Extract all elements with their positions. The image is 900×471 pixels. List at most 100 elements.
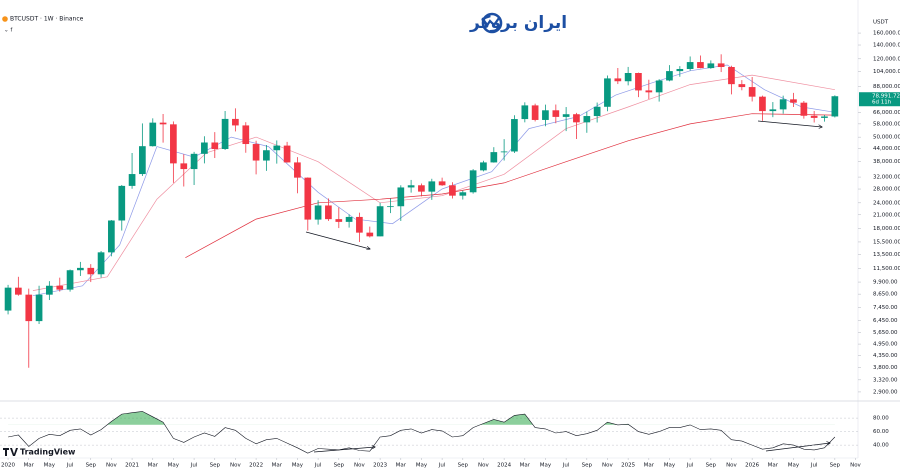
divergence-line <box>313 447 375 453</box>
x-tick-label: Jul <box>314 463 322 469</box>
candle-body <box>449 185 456 196</box>
y-tick-label: 7,450.00 <box>873 305 898 311</box>
candle-body <box>4 287 12 311</box>
candle-body <box>304 177 312 220</box>
y-tick-label: 21,000.00 <box>873 212 900 218</box>
y-tick-label: 50,000.00 <box>873 135 900 141</box>
x-tick-label: Nov <box>726 463 737 469</box>
rsi-line <box>8 411 836 454</box>
candle-body <box>252 144 260 161</box>
candle-body <box>149 122 157 147</box>
y-tick-label: 58,000.00 <box>873 121 900 127</box>
candle-body <box>800 102 808 116</box>
candle-body <box>283 145 291 163</box>
candle-body <box>345 216 353 222</box>
y-tick-label: 66,000.00 <box>873 110 900 116</box>
candle-body <box>97 252 105 275</box>
candle-body <box>159 122 167 125</box>
candle-body <box>66 270 74 290</box>
y-tick-label: 15,500.00 <box>873 239 900 245</box>
candle-body <box>624 73 632 82</box>
candle-body <box>748 87 756 97</box>
candle-body <box>128 174 136 186</box>
divergence-line <box>757 120 822 127</box>
x-tick-label: Nov <box>478 463 489 469</box>
candle-body <box>438 181 446 186</box>
candle-body <box>263 150 270 161</box>
x-tick-label: Jul <box>66 463 74 469</box>
rsi-tick-label: 40.00 <box>873 443 889 449</box>
candle-body <box>376 206 384 237</box>
candle-body <box>418 185 425 192</box>
y-tick-label: 120,000.00 <box>873 56 900 62</box>
candle-body <box>87 267 95 275</box>
x-tick-label: Sep <box>458 463 469 469</box>
candle-body <box>810 115 818 118</box>
x-tick-label: Jul <box>190 463 198 469</box>
candle-body <box>15 287 22 295</box>
candle-body <box>25 294 33 322</box>
y-tick-label: 44,000.00 <box>873 146 900 152</box>
x-tick-label: May <box>416 463 428 469</box>
candle-body <box>35 294 43 322</box>
candle-body <box>397 187 405 207</box>
x-tick-label: May <box>788 463 800 469</box>
candle-body <box>118 185 126 221</box>
candle-body <box>170 124 177 164</box>
brand-logo: ایران بروکر <box>469 12 567 34</box>
candle-body <box>242 125 250 145</box>
moving-average <box>32 74 835 291</box>
tv-icon <box>3 448 18 456</box>
x-tick-label: Jul <box>810 463 818 469</box>
x-tick-label: 2022 <box>249 463 263 469</box>
candle-body <box>273 145 281 151</box>
candle-body <box>707 63 715 69</box>
candle-body <box>531 105 539 120</box>
x-tick-label: May <box>292 463 304 469</box>
x-tick-label: Sep <box>582 463 593 469</box>
y-tick-label: 160,000.00 <box>873 31 900 37</box>
candle-body <box>294 162 301 178</box>
chart-title: BTCUSDT · 1W · Binance <box>10 16 84 23</box>
last-price-label: 78,991.72 <box>872 94 900 100</box>
brand-icon-arrow <box>485 17 500 28</box>
plot-area <box>4 54 839 368</box>
x-tick-label: Jul <box>438 463 446 469</box>
x-tick-label: Sep <box>86 463 97 469</box>
candle-body <box>77 267 84 271</box>
candle-body <box>593 106 601 117</box>
watermark: TradingView <box>3 448 76 457</box>
candle-body <box>655 80 663 93</box>
collapse-icon: ⌄ f <box>4 28 13 34</box>
y-tick-label: 24,000.00 <box>873 200 900 206</box>
brand-icon <box>481 12 503 34</box>
candle-body <box>459 192 467 196</box>
candle-body <box>759 96 766 112</box>
y-tick-label: 13,500.00 <box>873 252 900 258</box>
x-tick-label: Nov <box>602 463 613 469</box>
y-tick-label: 3,320.00 <box>873 377 898 383</box>
coin-icon <box>2 16 8 22</box>
x-tick-label: Mar <box>520 463 531 469</box>
candle-body <box>180 163 188 170</box>
x-tick-label: Nov <box>230 463 241 469</box>
x-tick-label: Jul <box>562 463 570 469</box>
x-tick-label: 2025 <box>621 463 635 469</box>
candle-body <box>686 62 694 69</box>
candle-body <box>490 152 498 163</box>
candle-body <box>697 62 704 69</box>
x-tick-label: May <box>44 463 56 469</box>
candle-body <box>46 285 53 295</box>
x-tick-label: Sep <box>706 463 717 469</box>
candle-body <box>232 118 239 126</box>
x-tick-label: Sep <box>210 463 221 469</box>
y-tick-label: 28,000.00 <box>873 187 900 193</box>
x-tick-label: Nov <box>106 463 117 469</box>
candle-body <box>366 232 374 237</box>
candle-body <box>614 78 622 82</box>
candle-body <box>356 216 363 233</box>
candle-body <box>779 99 787 110</box>
candle-body <box>480 162 487 171</box>
